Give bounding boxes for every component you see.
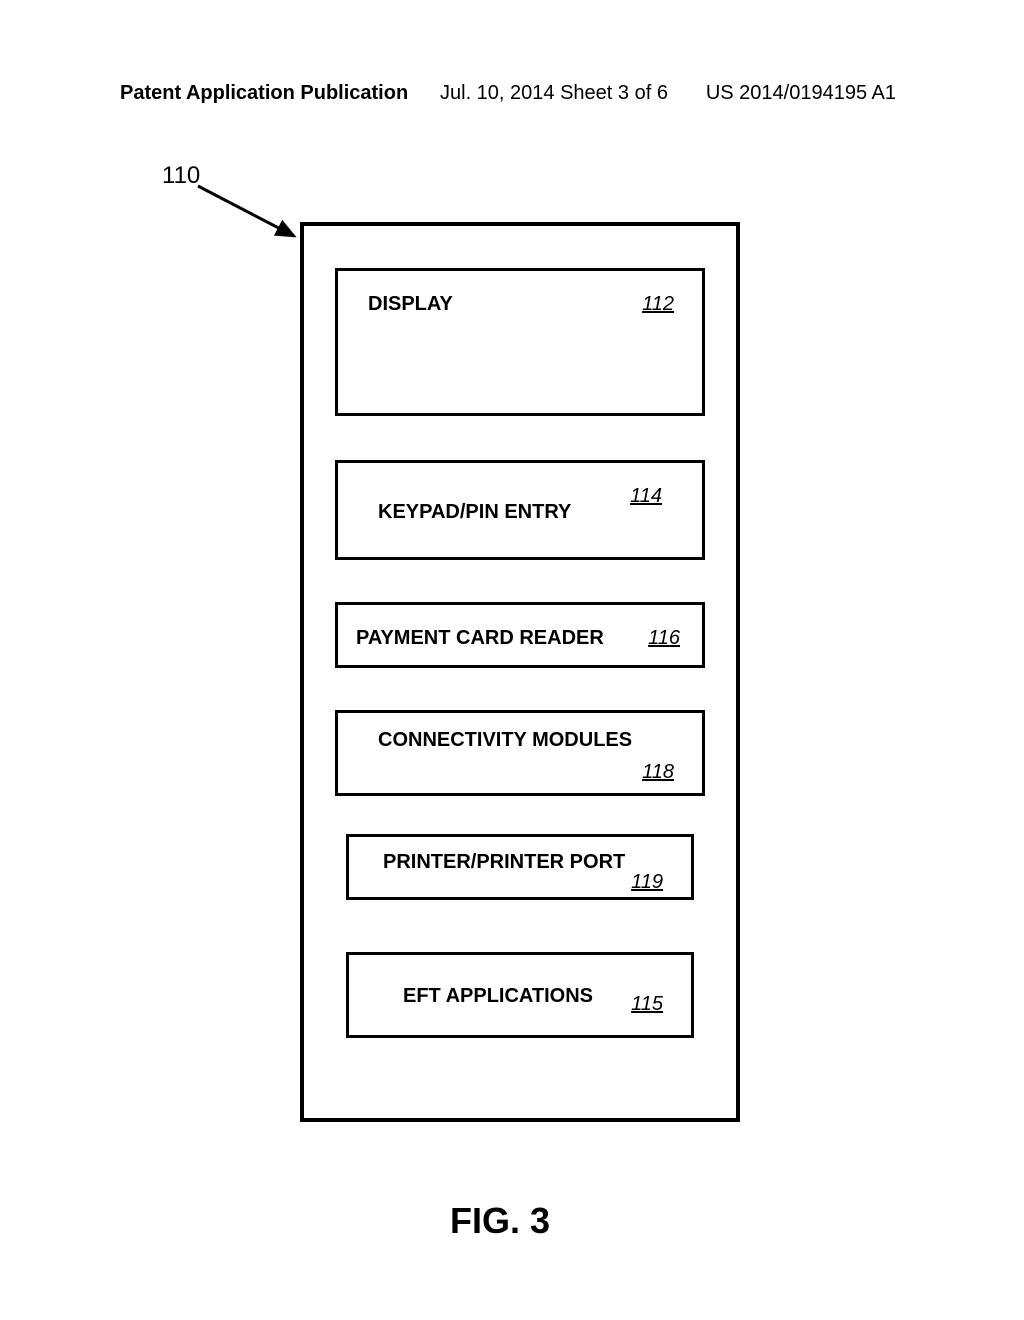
component-box: DISPLAY 112: [335, 268, 705, 416]
component-ref: 118: [642, 761, 674, 784]
component-ref: 114: [630, 485, 662, 508]
component-box: KEYPAD/PIN ENTRY 114: [335, 460, 705, 560]
component-ref: 115: [631, 993, 663, 1016]
component-label: PAYMENT CARD READER: [356, 627, 604, 650]
figure-caption: FIG. 3: [450, 1200, 550, 1242]
component-box: PRINTER/PRINTER PORT 119: [346, 834, 694, 900]
component-box: CONNECTIVITY MODULES 118: [335, 710, 705, 796]
header-patent-number: US 2014/0194195 A1: [706, 82, 896, 105]
header-date-sheet: Jul. 10, 2014 Sheet 3 of 6: [440, 82, 668, 105]
component-label: DISPLAY: [368, 293, 453, 316]
component-ref: 112: [642, 293, 674, 316]
component-label: KEYPAD/PIN ENTRY: [378, 501, 571, 524]
component-ref: 116: [648, 627, 680, 650]
component-label: PRINTER/PRINTER PORT: [383, 851, 625, 874]
component-ref: 119: [631, 871, 663, 894]
component-box: PAYMENT CARD READER 116: [335, 602, 705, 668]
header-publication: Patent Application Publication: [120, 82, 408, 105]
page-header: Patent Application Publication Jul. 10, …: [0, 82, 1024, 105]
component-label: EFT APPLICATIONS: [403, 985, 593, 1008]
component-label: CONNECTIVITY MODULES: [378, 729, 632, 752]
component-box: EFT APPLICATIONS 115: [346, 952, 694, 1038]
reference-label-110: 110: [162, 162, 200, 190]
